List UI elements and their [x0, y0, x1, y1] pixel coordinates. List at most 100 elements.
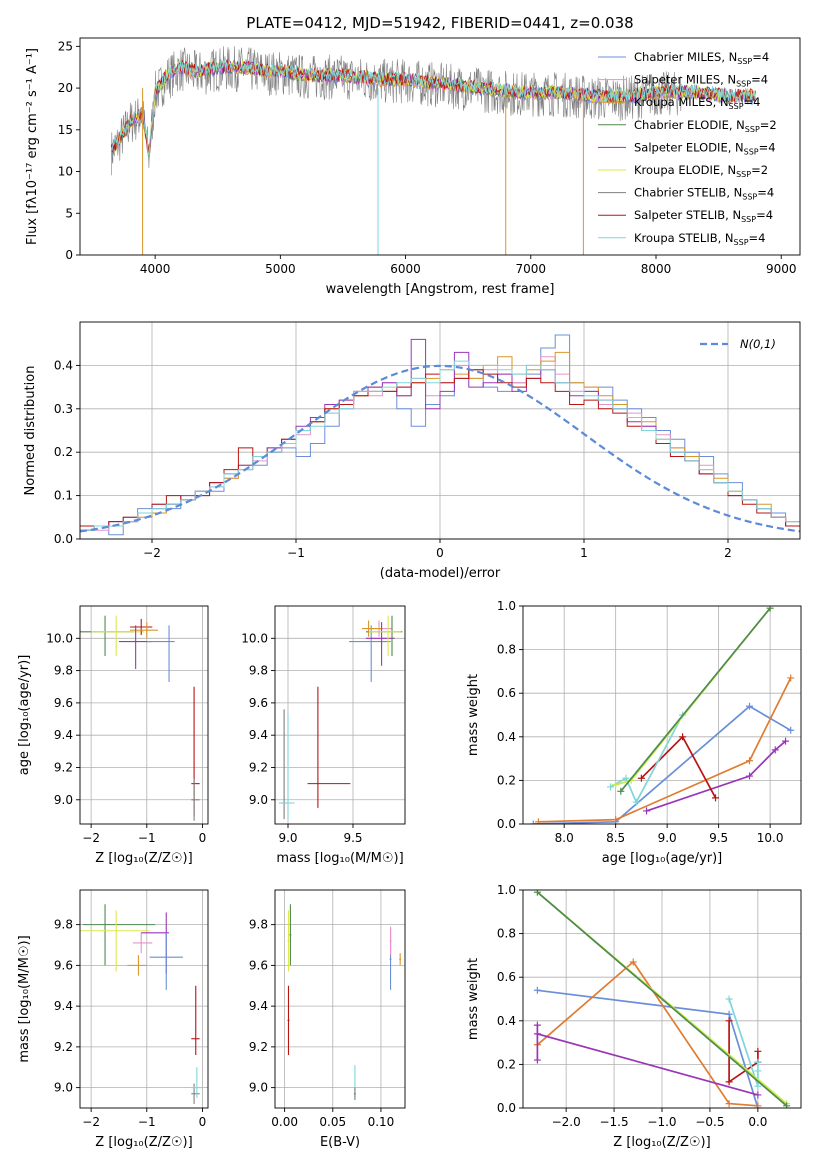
- mass-weight-line: [538, 677, 792, 823]
- panel-age_vs_mass: 9.0 9.5 9.0 9.2 9.4 9.6 9.8 10.0 mass [log₁₀(M/M…: [241, 605, 406, 866]
- plot-area: [80, 615, 200, 821]
- y-tick-label: 9.0: [249, 1081, 268, 1095]
- errorbar-point: [399, 953, 402, 966]
- mass-weight-marker: [746, 757, 754, 765]
- legend-label: N(0,1): [740, 337, 776, 351]
- plot-area: [287, 904, 402, 1100]
- y-tick-label: 0.6: [497, 686, 516, 700]
- mass-weight-line: [536, 891, 788, 1107]
- mass-weight-line: [536, 1025, 759, 1096]
- legend-label: Salpeter MILES, NSSP=4: [634, 73, 768, 89]
- mass-weight-marker: [533, 1056, 541, 1064]
- x-tick-label: 10.0: [757, 831, 784, 845]
- mass-weight-marker: [617, 787, 625, 795]
- panel-mw_vs_Z: −2.0 −1.5 −1.0 −0.5 0.0 0.0 0.2 0.4 0.6 0.8 1.0 Z […: [466, 883, 802, 1150]
- mass-weight-marker: [746, 702, 754, 710]
- errorbar-point: [278, 714, 295, 820]
- y-tick-label: 9.6: [54, 696, 73, 710]
- y-tick-label: 0.0: [497, 1101, 516, 1115]
- y-tick-label: 9.6: [54, 958, 73, 972]
- y-tick-label: 9.8: [54, 918, 73, 932]
- x-tick-label: 0: [436, 546, 444, 560]
- mass-weight-marker: [712, 794, 720, 802]
- legend-label: Chabrier STELIB, NSSP=4: [634, 186, 774, 202]
- mass-weight-marker: [529, 820, 537, 824]
- errorbar-point: [82, 904, 156, 966]
- errorbar-point: [191, 1067, 203, 1098]
- x-tick-label: 9.5: [709, 831, 728, 845]
- y-tick-label: 9.8: [54, 664, 73, 678]
- mass-weight-marker: [725, 1017, 733, 1025]
- x-tick-label: −2: [143, 546, 161, 560]
- panel-age_vs_Z: −2 −1 0 9.0 9.2 9.4 9.6 9.8 10.0 Z [log₁₀(Z/Z☉)] a…: [17, 605, 209, 866]
- x-tick-label: 0: [199, 1115, 207, 1129]
- errorbar-point: [349, 625, 391, 682]
- y-tick-label: 0.0: [54, 532, 73, 546]
- mass-weight-line: [728, 1020, 759, 1084]
- mass-weight-line: [728, 998, 759, 1087]
- x-tick-label: 5000: [265, 262, 296, 276]
- errorbar-point: [191, 1083, 200, 1104]
- x-axis-label: E(B-V): [320, 1135, 360, 1150]
- plot-area: [533, 890, 791, 1108]
- x-tick-label: 4000: [140, 262, 171, 276]
- mass-weight-line: [536, 960, 758, 1107]
- mass-weight-marker: [754, 1082, 762, 1090]
- x-tick-label: 0.05: [319, 1115, 346, 1129]
- y-tick-label: 0.0: [497, 817, 516, 831]
- x-tick-label: 9.0: [278, 831, 297, 845]
- mass-weight-marker: [725, 995, 733, 1003]
- y-tick-label: 9.0: [249, 793, 268, 807]
- errorbar-point: [80, 910, 150, 972]
- plot-area: [278, 615, 403, 820]
- panel-mass_vs_ebv: 0.00 0.05 0.10 9.0 9.2 9.4 9.6 9.8 E(B-V): [249, 889, 406, 1150]
- mass-weight-marker: [754, 1091, 762, 1099]
- errorbar-point: [149, 932, 183, 990]
- mass-weight-marker: [746, 772, 754, 780]
- y-tick-label: 1.0: [497, 599, 516, 613]
- plot-area: [80, 904, 203, 1104]
- y-tick-label: 9.0: [54, 1081, 73, 1095]
- y-tick-label: 9.4: [249, 728, 268, 742]
- legend-label-suffix: =2: [760, 118, 777, 132]
- x-tick-label: −1: [138, 831, 156, 845]
- legend-label-suffix: =4: [749, 231, 766, 245]
- y-tick-label: 1.0: [497, 883, 516, 897]
- x-axis-label: Z [log₁₀(Z/Z☉)]: [95, 851, 192, 866]
- errorbar-point: [368, 615, 402, 657]
- y-axis-label: mass weight: [466, 674, 481, 756]
- y-tick-label: 0.1: [54, 489, 73, 503]
- legend-label-main: Kroupa STELIB, N: [634, 231, 734, 245]
- x-tick-label: 8.0: [555, 831, 574, 845]
- errorbar-point: [353, 1087, 356, 1100]
- errorbar-point: [146, 625, 175, 682]
- x-tick-label: −1.5: [599, 1115, 628, 1129]
- plot-area: [110, 46, 757, 255]
- y-tick-label: 20: [58, 81, 73, 95]
- x-tick-label: 0.10: [368, 1115, 395, 1129]
- y-tick-label: 10.0: [46, 631, 73, 645]
- y-tick-label: 0.4: [497, 730, 516, 744]
- x-tick-label: 2: [724, 546, 732, 560]
- errorbar-point: [132, 932, 153, 954]
- legend-label-suffix: =4: [752, 50, 769, 64]
- mass-weight-marker: [622, 774, 630, 782]
- y-tick-label: 25: [58, 39, 73, 53]
- axes-frame: [274, 605, 406, 825]
- errorbar-point: [80, 615, 133, 657]
- mass-weight-marker: [725, 1010, 733, 1018]
- mass-weight-marker: [754, 1067, 762, 1075]
- legend-label-main: Chabrier STELIB, N: [634, 186, 742, 200]
- x-axis-label: (data-model)/error: [380, 566, 501, 581]
- mass-weight-marker: [783, 1102, 791, 1108]
- legend-label-suffix: =2: [751, 163, 768, 177]
- plot-area: [529, 606, 795, 824]
- x-tick-label: 7000: [516, 262, 547, 276]
- errorbar-point: [191, 985, 200, 1056]
- legend-label: Kroupa STELIB, NSSP=4: [634, 231, 765, 247]
- legend-label-suffix: =4: [756, 208, 773, 222]
- y-axis-label: age [log₁₀(age/yr)]: [17, 655, 32, 776]
- mass-weight-marker: [771, 746, 779, 754]
- legend-label-sub: SSP: [741, 215, 756, 224]
- mass-weight-marker: [643, 807, 651, 815]
